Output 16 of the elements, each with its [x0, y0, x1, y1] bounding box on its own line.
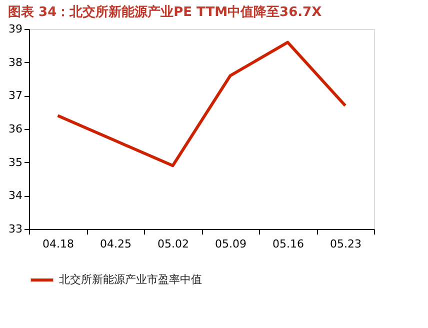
y-tick-label: 34: [8, 189, 22, 202]
chart-title: 图表 34：北交所新能源产业PE TTM中值降至36.7X: [8, 4, 322, 20]
x-tick-label: 05.09: [215, 238, 246, 250]
y-tick-label: 38: [8, 56, 22, 69]
x-tick-label: 05.02: [158, 238, 189, 250]
x-tick-label: 05.23: [330, 238, 362, 250]
x-tick-label: 04.18: [42, 238, 74, 250]
y-tick-label: 37: [8, 89, 22, 102]
x-tick-label: 04.25: [100, 238, 132, 250]
y-tick-label: 35: [8, 156, 22, 169]
legend-label: 北交所新能源产业市盈率中值: [59, 273, 202, 286]
line-series: [56, 40, 347, 168]
y-tick-label: 36: [8, 122, 22, 136]
y-tick-label: 39: [8, 22, 22, 36]
x-tick-label: 05.16: [272, 238, 304, 250]
y-tick-label: 33: [8, 222, 22, 236]
